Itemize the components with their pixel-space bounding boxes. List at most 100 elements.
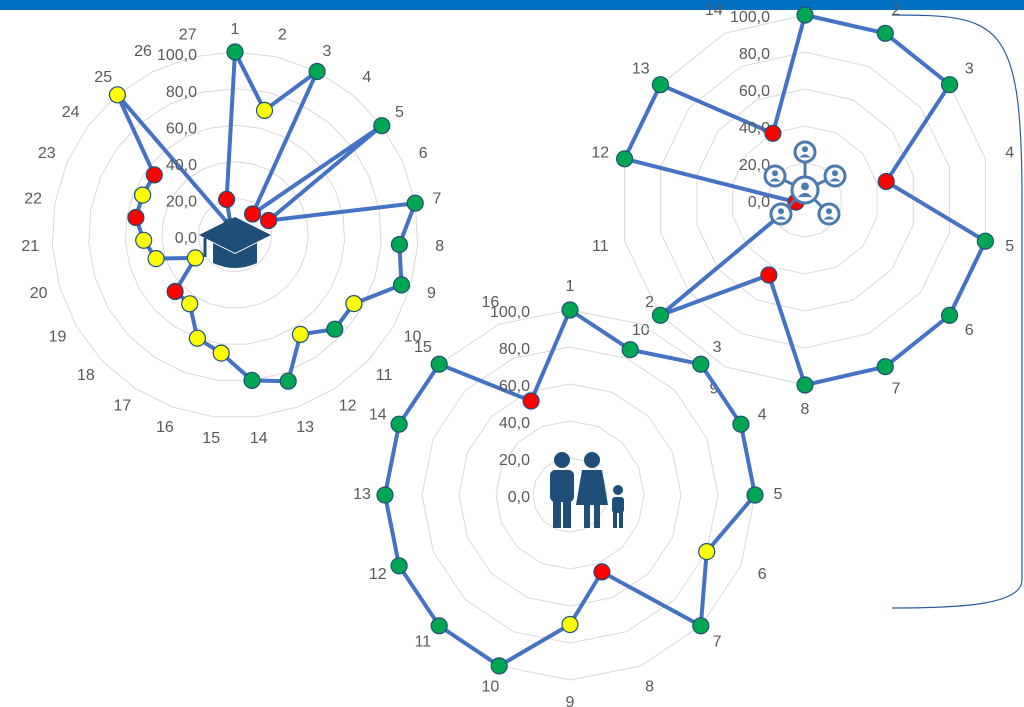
data-point	[188, 329, 206, 347]
data-point	[406, 194, 424, 212]
data-point	[746, 486, 764, 504]
category-label: 1	[231, 21, 240, 38]
category-label: 12	[369, 566, 387, 583]
data-point	[796, 6, 814, 24]
data-point	[692, 617, 710, 635]
category-label: 7	[892, 380, 901, 397]
data-point	[561, 301, 579, 319]
category-label: 13	[632, 60, 650, 77]
data-point	[326, 320, 344, 338]
data-point	[876, 358, 894, 376]
axis-tick-label: 80,0	[499, 341, 530, 358]
category-label: 15	[414, 339, 432, 356]
category-label: 2	[892, 2, 901, 19]
data-point	[108, 86, 127, 104]
data-point	[651, 76, 670, 94]
data-point	[698, 542, 716, 561]
category-label: 25	[94, 69, 112, 86]
category-label: 9	[566, 694, 575, 707]
category-label: 8	[645, 678, 654, 695]
category-label: 23	[38, 145, 56, 162]
data-point	[255, 101, 274, 120]
data-point	[260, 211, 278, 230]
category-label: 26	[134, 43, 152, 60]
category-label: 3	[323, 43, 332, 60]
data-point	[166, 282, 184, 301]
category-label: 17	[114, 398, 132, 415]
category-label: 5	[774, 486, 783, 503]
category-label: 7	[432, 191, 441, 208]
axis-tick-label: 20,0	[499, 452, 530, 469]
grid-ring	[421, 346, 719, 644]
category-label: 14	[369, 407, 387, 424]
data-point	[621, 341, 639, 359]
category-label: 24	[62, 104, 80, 121]
data-point	[373, 117, 391, 135]
grid-ring	[660, 51, 950, 349]
category-label: 13	[296, 419, 314, 436]
data-point	[390, 415, 408, 433]
axis-tick-label: 60,0	[499, 378, 530, 395]
data-point	[876, 24, 894, 42]
data-point	[940, 306, 959, 324]
data-point	[390, 236, 408, 254]
category-label: 9	[427, 285, 436, 302]
axis-tick-label: 60,0	[166, 120, 197, 137]
category-label: 4	[1005, 145, 1014, 162]
axis-tick-label: 80,0	[166, 84, 197, 101]
data-point	[127, 208, 145, 227]
category-label: 22	[24, 191, 42, 208]
category-label: 3	[965, 60, 974, 77]
category-label: 11	[376, 367, 393, 384]
category-label: 16	[482, 294, 500, 311]
data-point	[877, 172, 895, 191]
axis-tick-label: 0,0	[748, 194, 770, 211]
data-point	[940, 76, 959, 94]
category-label: 7	[713, 633, 722, 650]
data-point	[760, 266, 778, 284]
category-label: 12	[591, 145, 609, 162]
data-point	[692, 355, 710, 373]
category-label: 14	[705, 2, 723, 19]
data-point	[651, 306, 670, 324]
category-label: 5	[1005, 238, 1014, 255]
axis-tick-label: 80,0	[739, 46, 770, 63]
category-label: 27	[179, 27, 197, 44]
category-label: 16	[156, 419, 174, 436]
category-label: 10	[632, 322, 650, 339]
data-point	[134, 186, 152, 204]
category-label: 5	[395, 104, 404, 121]
category-label: 6	[419, 145, 428, 162]
category-label: 4	[758, 407, 767, 424]
category-label: 8	[435, 238, 444, 255]
data-point	[244, 205, 262, 223]
data-point	[226, 43, 244, 61]
data-point	[392, 276, 411, 294]
data-point	[522, 392, 540, 410]
connector-bracket	[891, 14, 1023, 609]
axis-tick-label: 20,0	[166, 194, 197, 211]
data-point	[243, 371, 261, 389]
data-point	[135, 231, 153, 249]
category-label: 20	[30, 285, 48, 302]
axis-tick-label: 60,0	[739, 83, 770, 100]
axis-tick-label: 40,0	[499, 415, 530, 432]
data-point	[345, 295, 363, 313]
category-label: 9	[709, 380, 718, 397]
network-users-icon	[763, 140, 847, 226]
axis-tick-label: 40,0	[166, 157, 197, 174]
data-point	[430, 355, 448, 373]
category-label: 15	[202, 430, 220, 447]
category-label: 10	[404, 329, 422, 346]
data-point	[490, 657, 508, 675]
category-label: 14	[250, 430, 268, 447]
category-label: 18	[77, 367, 95, 384]
data-point	[291, 325, 309, 343]
axis-tick-label: 100,0	[490, 304, 530, 321]
grid-ring	[51, 51, 419, 418]
category-label: 2	[645, 294, 654, 311]
axis-tick-label: 100,0	[157, 47, 197, 64]
data-point	[390, 557, 408, 575]
